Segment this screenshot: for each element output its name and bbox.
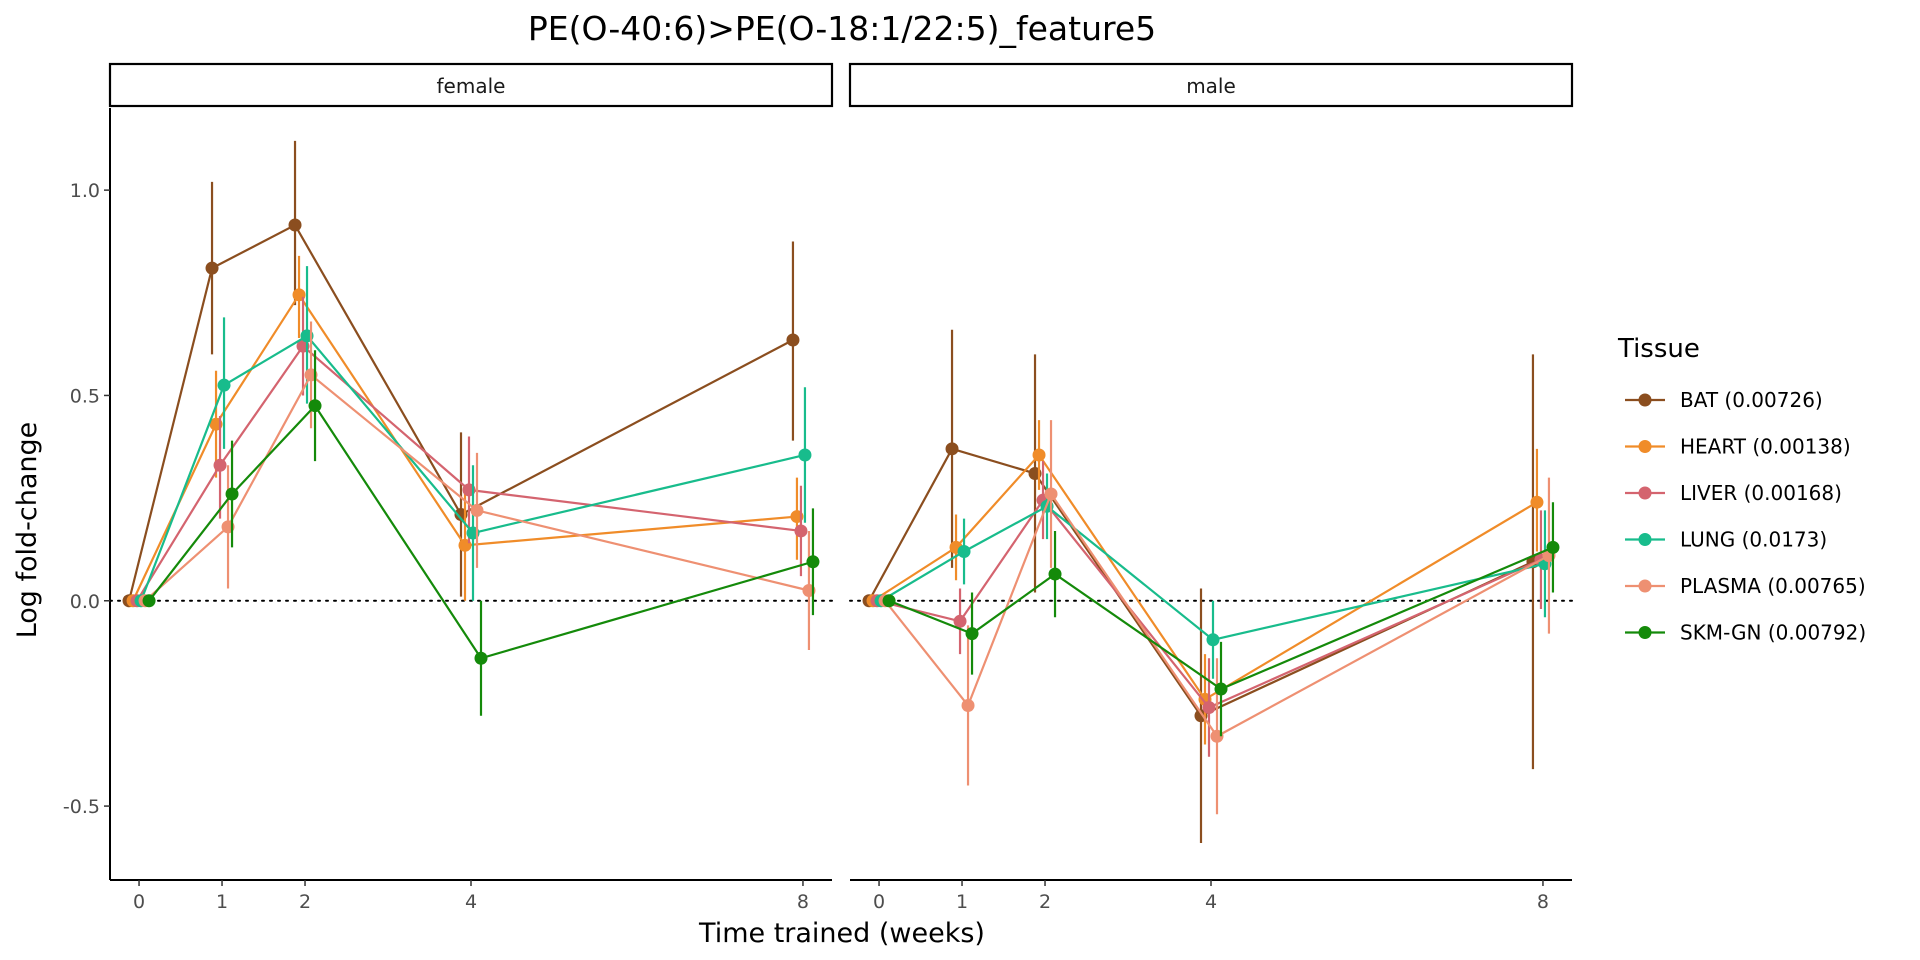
legend-key-point: [1638, 533, 1652, 546]
data-point: [217, 378, 231, 392]
data-point: [1044, 487, 1058, 501]
legend-title: Tissue: [1617, 334, 1700, 364]
data-point: [961, 698, 975, 712]
data-point: [205, 261, 219, 275]
panel-female: female 0 1 2 4 8: [108, 62, 834, 913]
y-tick-label: 0.0: [70, 591, 100, 613]
x-tick-label: 4: [1205, 891, 1217, 913]
data-point: [945, 442, 959, 456]
data-point: [1032, 448, 1046, 462]
legend-key-point: [1638, 626, 1652, 639]
y-tick-label: 0.5: [70, 385, 100, 407]
legend-label: LIVER (0.00168): [1680, 481, 1842, 505]
legend-label: PLASMA (0.00765): [1680, 574, 1866, 598]
data-point: [1546, 540, 1560, 554]
data-point: [1206, 633, 1220, 647]
strip-male-box: [848, 62, 1574, 108]
legend-label: LUNG (0.0173): [1680, 528, 1827, 552]
data-point: [786, 333, 800, 347]
data-point: [953, 614, 967, 628]
x-tick-label: 2: [1039, 891, 1051, 913]
x-tick-label: 0: [133, 891, 145, 913]
data-point: [288, 218, 302, 232]
panel-male: male 0 1 2 4 8: [848, 62, 1574, 913]
x-tick-label: 1: [216, 891, 228, 913]
legend-key-point: [1638, 440, 1652, 453]
x-axis-label: Time trained (weeks): [698, 918, 985, 949]
data-point: [470, 503, 484, 517]
x-tick-label: 0: [873, 891, 885, 913]
chart-title: PE(O-40:6)>PE(O-18:1/22:5)_feature5: [528, 9, 1156, 48]
plot-area-female: 0 1 2 4 8: [109, 108, 833, 913]
x-tick-label: 8: [797, 891, 809, 913]
legend-key-point: [1638, 393, 1652, 407]
y-axis-label: Log fold-change: [12, 422, 43, 639]
data-point: [882, 594, 896, 608]
data-point: [308, 399, 322, 413]
x-tick-label: 1: [956, 891, 968, 913]
data-point: [806, 555, 820, 569]
strip-female-box: [108, 62, 834, 108]
data-point: [225, 487, 239, 501]
legend-key-point: [1638, 579, 1652, 593]
strip-male-label: male: [1186, 74, 1236, 98]
data-point: [213, 458, 227, 472]
data-point: [1048, 567, 1062, 581]
plot-area-male: 0 1 2 4 8: [849, 329, 1573, 913]
data-point: [1214, 682, 1228, 696]
data-point: [794, 524, 808, 538]
x-tick-label: 4: [465, 891, 477, 913]
x-tick-label: 8: [1537, 891, 1549, 913]
data-point: [1202, 701, 1216, 715]
data-point: [957, 544, 971, 558]
legend-label: HEART (0.00138): [1680, 435, 1851, 459]
y-tick-label: 1.0: [70, 180, 100, 202]
data-point: [474, 651, 488, 665]
strip-female-label: female: [437, 74, 506, 98]
x-tick-label: 2: [299, 891, 311, 913]
data-point: [1530, 495, 1544, 509]
legend-items: BAT (0.00726) HEART (0.00138) LIVER (0.001…: [1625, 388, 1866, 645]
data-point: [142, 594, 156, 608]
y-tick-label: -0.5: [63, 796, 100, 818]
legend-key-point: [1638, 486, 1652, 500]
data-point: [798, 448, 812, 462]
legend-label: BAT (0.00726): [1680, 388, 1823, 412]
legend-label: SKM-GN (0.00792): [1680, 621, 1866, 645]
data-point: [965, 627, 979, 641]
y-axis: -0.5 0.0 0.5 1.0: [63, 180, 110, 818]
legend: Tissue BAT (0.00726) HEART (0.00138) LIVER…: [1617, 334, 1866, 645]
